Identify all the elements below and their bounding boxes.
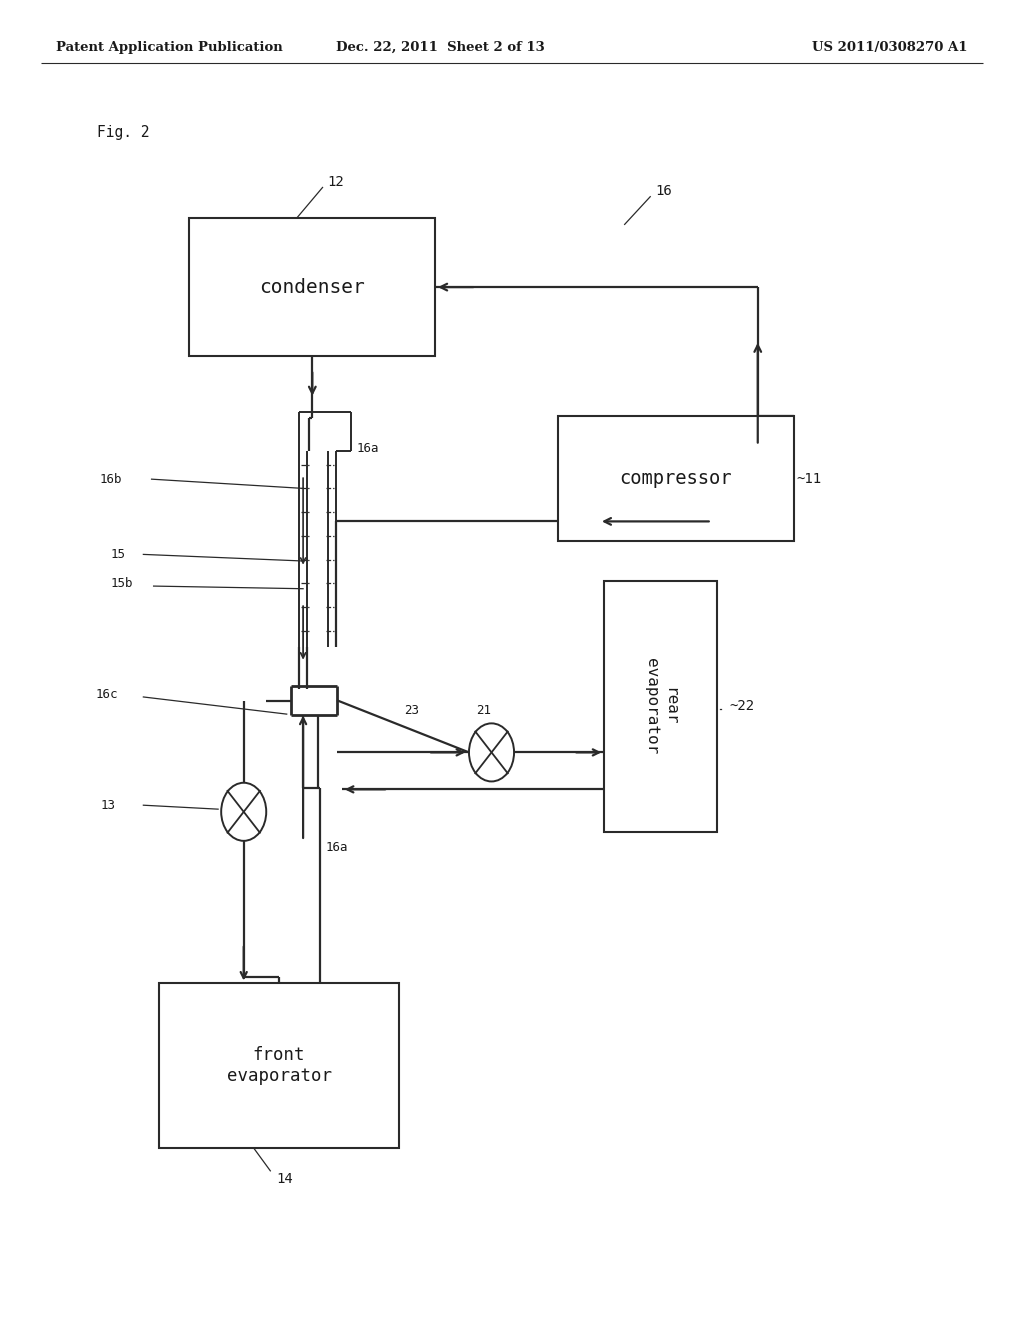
Bar bbox=[189, 218, 435, 356]
Bar bbox=[159, 983, 399, 1148]
Text: 16a: 16a bbox=[356, 442, 379, 455]
Text: 16a: 16a bbox=[326, 841, 348, 854]
Text: rear
evaporator: rear evaporator bbox=[644, 659, 677, 754]
Text: front
evaporator: front evaporator bbox=[226, 1047, 332, 1085]
Circle shape bbox=[469, 723, 514, 781]
Text: condenser: condenser bbox=[259, 277, 366, 297]
Text: Patent Application Publication: Patent Application Publication bbox=[56, 41, 283, 54]
Text: 15: 15 bbox=[111, 548, 126, 561]
Text: Dec. 22, 2011  Sheet 2 of 13: Dec. 22, 2011 Sheet 2 of 13 bbox=[336, 41, 545, 54]
Text: ~22: ~22 bbox=[729, 700, 755, 713]
Circle shape bbox=[221, 783, 266, 841]
Text: 13: 13 bbox=[100, 799, 116, 812]
Text: US 2011/0308270 A1: US 2011/0308270 A1 bbox=[812, 41, 968, 54]
Text: 21: 21 bbox=[476, 704, 492, 717]
Text: 16b: 16b bbox=[99, 473, 122, 486]
Text: Fig. 2: Fig. 2 bbox=[97, 124, 150, 140]
Text: 16c: 16c bbox=[95, 688, 118, 701]
Bar bbox=[604, 581, 717, 832]
Text: compressor: compressor bbox=[620, 469, 732, 488]
Text: 16: 16 bbox=[655, 185, 672, 198]
Text: 15b: 15b bbox=[111, 577, 133, 590]
Text: ~11: ~11 bbox=[797, 473, 822, 486]
Bar bbox=[558, 416, 794, 541]
Text: 23: 23 bbox=[404, 704, 420, 717]
Text: 14: 14 bbox=[276, 1172, 293, 1185]
Text: 12: 12 bbox=[328, 176, 344, 189]
